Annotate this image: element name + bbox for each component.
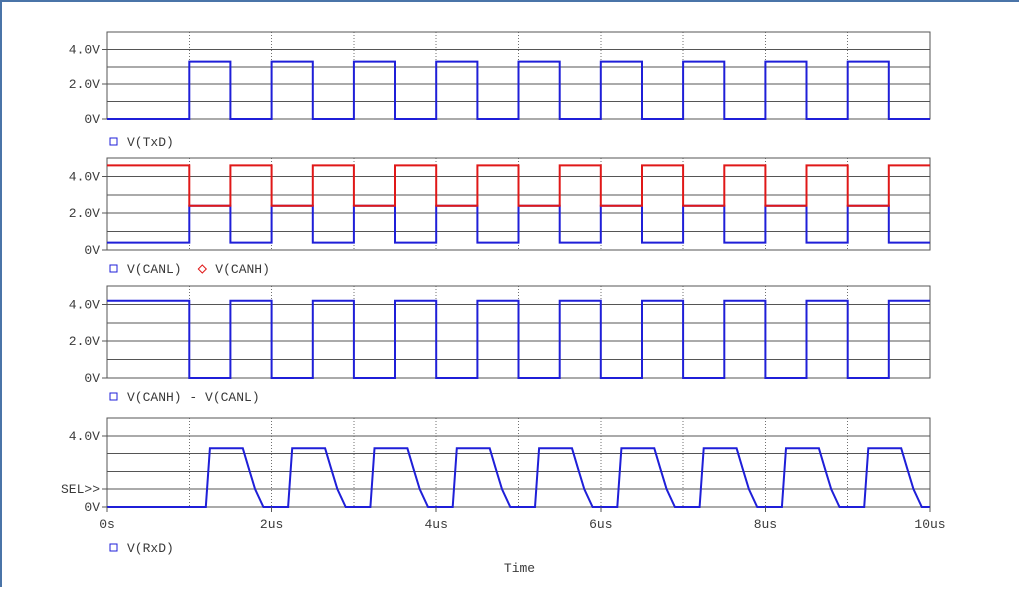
- panel-4-ytick-label: SEL>>: [61, 482, 100, 497]
- xtick-label: 6us: [589, 517, 612, 532]
- legend-entry: V(TxD): [127, 135, 174, 150]
- legend-entry: V(RxD): [127, 541, 174, 556]
- xtick-label: 4us: [424, 517, 447, 532]
- xtick-label: 2us: [260, 517, 283, 532]
- legend-square-icon: [109, 392, 118, 401]
- xtick-label: 8us: [754, 517, 777, 532]
- panel-1-ytick-label: 0V: [84, 112, 100, 127]
- panel-3-ytick-label: 0V: [84, 371, 100, 386]
- legend-square-icon: [109, 137, 118, 146]
- panel-4-ytick-label: 4.0V: [69, 429, 100, 444]
- panel-2-frame: [106, 157, 931, 251]
- legend-square-icon: [109, 543, 118, 552]
- legend-entry: V(CANL): [127, 262, 182, 277]
- legend-square-icon: [109, 264, 118, 273]
- series-line-v-canh: [107, 164, 930, 207]
- legend-diamond-icon: [197, 264, 208, 274]
- panel-1-ytick-label: 4.0V: [69, 42, 100, 57]
- panel-4-ytick-label: 0V: [84, 500, 100, 515]
- series-line-v-txd: [107, 60, 930, 120]
- panel-3-ytick-label: 4.0V: [69, 297, 100, 312]
- x-axis-label: Time: [504, 561, 535, 576]
- legend-entry: V(CANH) - V(CANL): [127, 390, 260, 405]
- panel-2-ytick-label: 2.0V: [69, 206, 100, 221]
- legend-entry: V(CANH): [215, 262, 270, 277]
- xtick-label: 10us: [914, 517, 945, 532]
- panel-2-ytick-label: 0V: [84, 243, 100, 258]
- panel-3-ytick-label: 2.0V: [69, 334, 100, 349]
- panel-2-ytick-label: 4.0V: [69, 169, 100, 184]
- panel-1-ytick-label: 2.0V: [69, 77, 100, 92]
- series-line-v-canl: [107, 204, 930, 244]
- series-line-v-rxd: [107, 447, 930, 508]
- xtick-label: 0s: [99, 517, 115, 532]
- series-line-v-canh-v-canl: [107, 299, 930, 379]
